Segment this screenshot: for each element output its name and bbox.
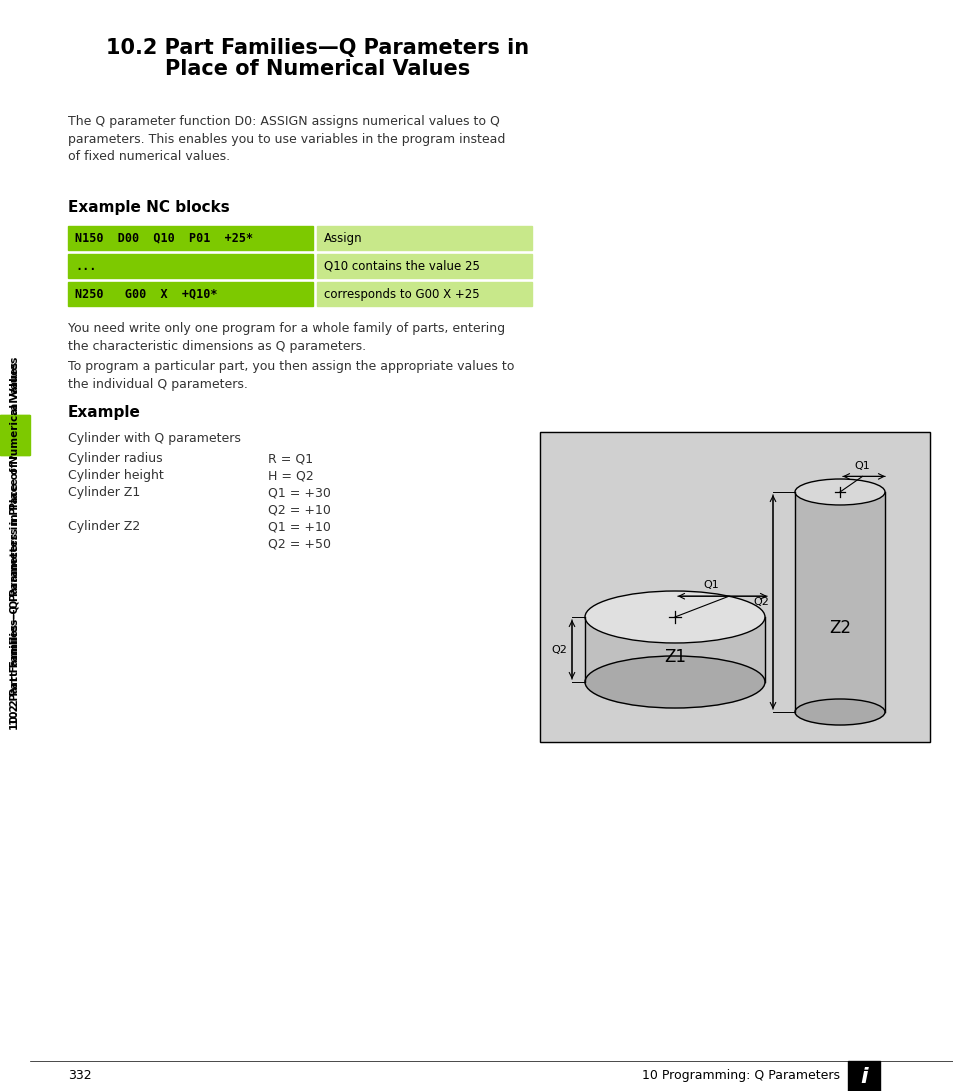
Bar xyxy=(794,492,884,712)
Bar xyxy=(0,415,30,455)
Bar xyxy=(0,415,30,455)
Text: Z1: Z1 xyxy=(663,648,685,667)
Bar xyxy=(316,226,532,250)
Text: Cylinder with Q parameters: Cylinder with Q parameters xyxy=(68,432,240,445)
Text: Cylinder height: Cylinder height xyxy=(68,469,164,482)
Bar xyxy=(584,618,764,682)
Bar xyxy=(539,432,929,742)
Bar xyxy=(68,281,313,305)
Text: Q10 contains the value 25: Q10 contains the value 25 xyxy=(324,260,479,273)
Text: Q1 = +10: Q1 = +10 xyxy=(268,520,331,533)
Text: Cylinder Z1: Cylinder Z1 xyxy=(68,485,140,499)
Text: Q2: Q2 xyxy=(752,597,768,607)
Bar xyxy=(539,432,929,742)
Text: 10.2 Part Families—Q Parameters in: 10.2 Part Families—Q Parameters in xyxy=(107,38,529,58)
Text: Q2 = +50: Q2 = +50 xyxy=(268,537,331,550)
Text: N150  D00  Q10  P01  +25*: N150 D00 Q10 P01 +25* xyxy=(75,231,253,244)
Text: 332: 332 xyxy=(68,1069,91,1082)
Ellipse shape xyxy=(584,656,764,708)
Text: 10.2 Part Families—Q Parameters in Place of Numerical Values: 10.2 Part Families—Q Parameters in Place… xyxy=(10,362,20,730)
Text: Q1: Q1 xyxy=(854,461,869,471)
Text: Example: Example xyxy=(68,405,141,420)
Bar xyxy=(316,254,532,278)
Text: N250   G00  X  +Q10*: N250 G00 X +Q10* xyxy=(75,288,217,300)
Text: Q1: Q1 xyxy=(702,580,719,590)
Text: Q2 = +10: Q2 = +10 xyxy=(268,503,331,516)
Text: Assign: Assign xyxy=(324,231,362,244)
Text: H = Q2: H = Q2 xyxy=(268,469,314,482)
Text: You need write only one program for a whole family of parts, entering
the charac: You need write only one program for a wh… xyxy=(68,322,504,352)
Text: 10.2 Part Families—Q Parameters in Place of Numerical Values: 10.2 Part Families—Q Parameters in Place… xyxy=(10,357,20,726)
Text: Place of Numerical Values: Place of Numerical Values xyxy=(165,59,470,79)
Text: Example NC blocks: Example NC blocks xyxy=(68,200,230,215)
Text: R = Q1: R = Q1 xyxy=(268,452,313,465)
Text: 10 Programming: Q Parameters: 10 Programming: Q Parameters xyxy=(641,1069,840,1082)
Text: Q1 = +30: Q1 = +30 xyxy=(268,485,331,499)
Text: Q2: Q2 xyxy=(551,645,566,655)
Ellipse shape xyxy=(794,699,884,726)
Ellipse shape xyxy=(584,591,764,643)
Text: ...: ... xyxy=(75,260,96,273)
Text: i: i xyxy=(860,1067,867,1087)
Ellipse shape xyxy=(794,479,884,505)
Text: The Q parameter function D0: ASSIGN assigns numerical values to Q
parameters. Th: The Q parameter function D0: ASSIGN assi… xyxy=(68,115,505,163)
Text: To program a particular part, you then assign the appropriate values to
the indi: To program a particular part, you then a… xyxy=(68,360,514,391)
Bar xyxy=(68,254,313,278)
Bar xyxy=(316,281,532,305)
Text: Cylinder radius: Cylinder radius xyxy=(68,452,162,465)
Text: Z2: Z2 xyxy=(828,620,850,637)
Text: Cylinder Z2: Cylinder Z2 xyxy=(68,520,140,533)
Text: corresponds to G00 X +25: corresponds to G00 X +25 xyxy=(324,288,479,300)
Bar xyxy=(68,226,313,250)
Bar xyxy=(847,1062,879,1091)
Bar xyxy=(0,0,30,1091)
